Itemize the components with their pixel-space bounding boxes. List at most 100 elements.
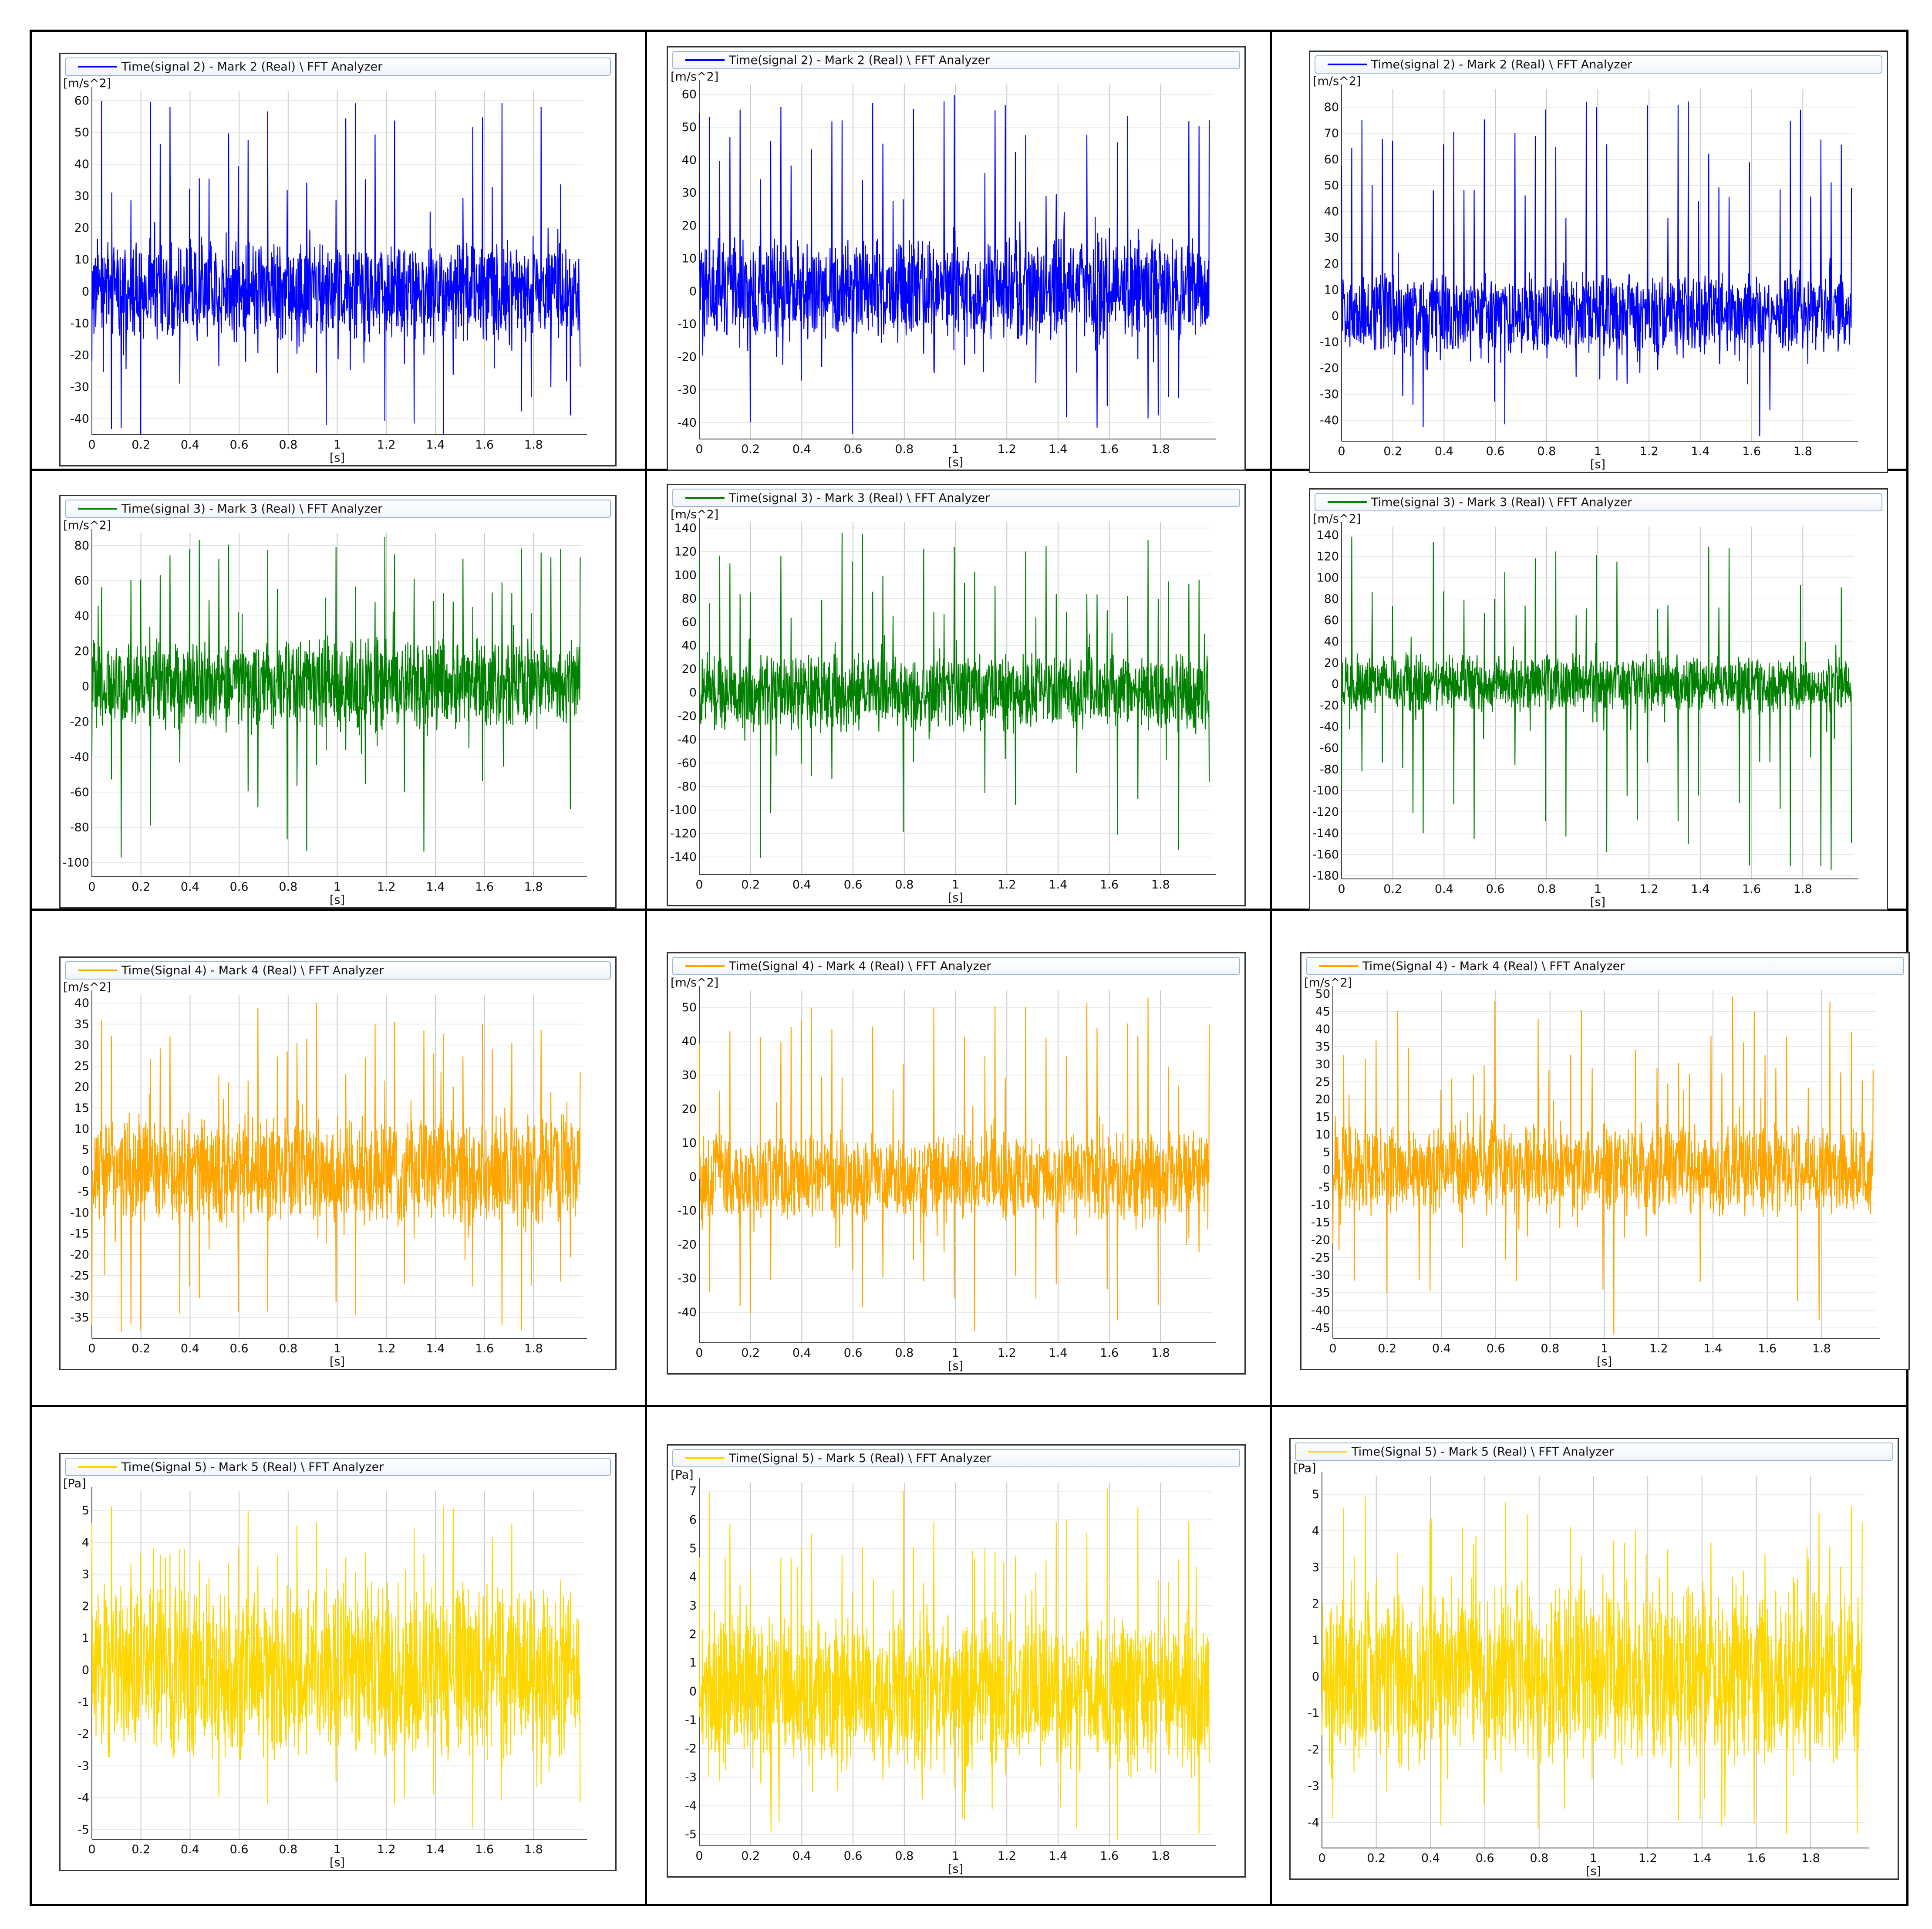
y-tick-label: -10 (70, 1206, 89, 1220)
x-tick-label: 1.8 (524, 1843, 543, 1856)
grid-divider (32, 1405, 1906, 1407)
x-tick-label: 1 (1601, 1342, 1608, 1355)
x-tick-label: 1.6 (475, 1342, 494, 1355)
x-tick-label: 0 (1338, 445, 1345, 458)
y-tick-label: 1 (689, 1656, 697, 1670)
x-tick-label: 0.4 (181, 880, 199, 894)
x-axis-label: [s] (948, 1359, 963, 1373)
y-tick-label: 40 (682, 153, 697, 167)
x-tick-label: 1 (952, 878, 959, 892)
x-axis-label: [s] (330, 893, 345, 907)
legend-swatch (1328, 501, 1367, 503)
x-axis-label: [s] (1590, 458, 1605, 471)
y-tick-label: 80 (1324, 592, 1339, 606)
x-tick-label: 0.4 (181, 1342, 199, 1355)
signal-trace (91, 101, 581, 435)
x-tick-label: 0.4 (1435, 882, 1453, 896)
y-tick-label: 0 (1312, 1670, 1319, 1683)
x-tick-label: 1.2 (1640, 445, 1659, 458)
x-tick-label: 1.6 (1747, 1851, 1766, 1865)
x-tick-label: 1 (1594, 445, 1602, 458)
y-axis-label: [m/s^2] (63, 519, 111, 532)
y-tick-label: -4 (1308, 1816, 1319, 1829)
x-axis-label: [s] (948, 891, 963, 905)
signal-trace (698, 533, 1210, 858)
y-tick-label: 5 (82, 1504, 89, 1517)
y-tick-label: 20 (74, 1081, 89, 1094)
y-tick-label: 100 (674, 568, 697, 582)
y-tick-label: -25 (70, 1269, 89, 1283)
x-tick-label: 1.8 (1794, 445, 1812, 458)
y-tick-label: 0 (689, 1170, 697, 1184)
x-tick-label: 0.6 (844, 443, 863, 456)
y-tick-label: -80 (70, 821, 89, 834)
plot-area: 0 0.2 0.4 0.6 0.8 1 1.2 1.4 1.6 1.850454035302520… (1311, 986, 1880, 1368)
legend-swatch (685, 59, 725, 61)
y-tick-label: -45 (1311, 1321, 1330, 1335)
x-tick-label: 1.8 (1794, 882, 1812, 896)
chart-panel: Time(signal 2) - Mark 2 (Real) \ FFT Ana… (1309, 51, 1888, 473)
y-tick-label: -40 (678, 733, 697, 747)
signal-trace (1321, 1497, 1863, 1834)
x-tick-label: 0.6 (1486, 882, 1505, 896)
legend: Time(Signal 4) - Mark 4 (Real) \ FFT Ana… (65, 961, 611, 980)
x-tick-label: 1.2 (377, 1843, 396, 1856)
x-tick-label: 1 (334, 1342, 341, 1355)
y-tick-label: -120 (670, 827, 697, 841)
y-tick-label: 40 (74, 158, 89, 171)
y-tick-label: 30 (682, 186, 697, 200)
x-tick-label: 0.2 (741, 1849, 760, 1863)
x-tick-label: 0.6 (844, 1849, 863, 1863)
y-tick-label: -5 (78, 1185, 89, 1199)
y-tick-label: 30 (1324, 231, 1339, 245)
figure-cell: Time(Signal 4) - Mark 4 (Real) \ FFT Ana… (33, 911, 644, 1405)
x-tick-label: 1.6 (1742, 882, 1761, 896)
y-tick-label: 80 (74, 539, 89, 552)
y-tick-label: -2 (1308, 1743, 1319, 1757)
y-tick-label: 60 (1324, 614, 1339, 627)
y-tick-label: 20 (1315, 1093, 1330, 1106)
y-tick-label: -1 (685, 1713, 697, 1727)
y-tick-label: 140 (1316, 529, 1339, 542)
y-tick-label: -10 (678, 1204, 697, 1218)
x-tick-label: 1.2 (1640, 882, 1659, 896)
x-tick-label: 0.8 (895, 1849, 914, 1863)
y-tick-label: -40 (70, 412, 89, 426)
legend-entry: Time(Signal 4) - Mark 4 (Real) \ FFT Ana… (1362, 959, 1625, 973)
y-tick-label: -20 (678, 1238, 697, 1251)
y-tick-label: 0 (689, 686, 697, 699)
y-tick-label: 40 (1324, 635, 1339, 649)
chart-panel: Time(Signal 4) - Mark 4 (Real) \ FFT Ana… (667, 952, 1246, 1375)
y-tick-label: 5 (82, 1143, 89, 1157)
y-tick-label: -140 (1312, 827, 1339, 840)
y-tick-label: -20 (70, 1248, 89, 1262)
chart-panel: Time(signal 3) - Mark 3 (Real) \ FFT Ana… (1309, 488, 1888, 911)
chart-panel: Time(Signal 5) - Mark 5 (Real) \ FFT Ana… (1289, 1438, 1899, 1880)
legend-entry: Time(Signal 5) - Mark 5 (Real) \ FFT Ana… (121, 1460, 384, 1474)
y-tick-label: 35 (74, 1017, 89, 1031)
x-tick-label: 0.6 (230, 1843, 249, 1856)
y-tick-label: -10 (70, 317, 89, 330)
legend-swatch (1328, 64, 1367, 65)
y-tick-label: 50 (1324, 179, 1339, 193)
y-tick-label: 0 (689, 1685, 697, 1698)
y-tick-label: 120 (1316, 550, 1339, 563)
x-tick-label: 0.6 (230, 1342, 249, 1355)
x-tick-label: 0.2 (1378, 1342, 1396, 1355)
y-tick-label: 25 (1315, 1075, 1330, 1089)
signal-trace (1341, 537, 1852, 870)
y-tick-label: 140 (674, 521, 697, 535)
legend-entry: Time(signal 2) - Mark 2 (Real) \ FFT Ana… (121, 60, 383, 74)
x-tick-label: 1.8 (1801, 1851, 1820, 1865)
legend-entry: Time(Signal 5) - Mark 5 (Real) \ FFT Ana… (1352, 1445, 1614, 1459)
x-tick-label: 0.4 (792, 1346, 811, 1360)
x-tick-label: 0.8 (279, 880, 297, 894)
y-tick-label: 2 (689, 1628, 697, 1641)
x-tick-label: 0.8 (1537, 882, 1556, 896)
y-tick-label: -20 (70, 715, 89, 729)
legend-entry: Time(signal 3) - Mark 3 (Real) \ FFT Ana… (121, 502, 383, 516)
y-tick-label: -120 (1312, 805, 1339, 819)
x-tick-label: 1.4 (1691, 882, 1709, 896)
x-tick-label: 0.2 (131, 880, 150, 894)
x-tick-label: 0.4 (1435, 445, 1453, 458)
